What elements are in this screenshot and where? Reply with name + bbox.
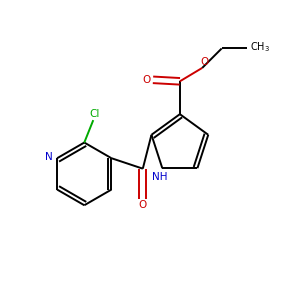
Text: O: O [200, 57, 208, 67]
Text: O: O [142, 75, 151, 85]
Text: Cl: Cl [90, 109, 100, 118]
Text: N: N [45, 152, 53, 162]
Text: NH: NH [152, 172, 168, 182]
Text: O: O [139, 200, 147, 210]
Text: CH$_3$: CH$_3$ [250, 40, 270, 54]
